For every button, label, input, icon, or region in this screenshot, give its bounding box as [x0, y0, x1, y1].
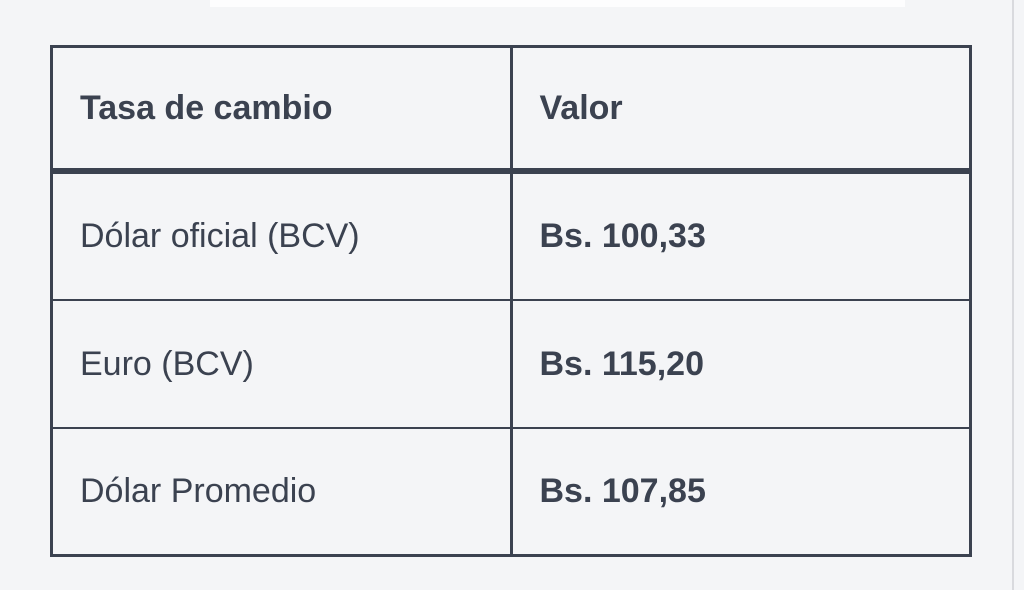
- rate-value-dolar-oficial: Bs. 100,33: [509, 169, 972, 302]
- table-row: Dólar oficial (BCV) Bs. 100,33: [50, 169, 972, 302]
- header-row: Tasa de cambio Valor: [50, 45, 972, 174]
- scrollbar-track[interactable]: [1012, 0, 1014, 590]
- rate-value-euro: Bs. 115,20: [509, 299, 972, 429]
- rate-label-euro: Euro (BCV): [50, 299, 513, 429]
- exchange-rate-table: Tasa de cambio Valor Dólar oficial (BCV)…: [50, 45, 972, 557]
- table-body: Dólar oficial (BCV) Bs. 100,33 Euro (BCV…: [50, 169, 972, 557]
- rate-label-dolar-promedio: Dólar Promedio: [50, 426, 513, 557]
- header-cell-rate-type: Tasa de cambio: [50, 45, 513, 174]
- table-row: Dólar Promedio Bs. 107,85: [50, 426, 972, 557]
- table-row: Euro (BCV) Bs. 115,20: [50, 299, 972, 429]
- rate-value-dolar-promedio: Bs. 107,85: [509, 426, 972, 557]
- table-header: Tasa de cambio Valor: [50, 45, 972, 174]
- rate-label-dolar-oficial: Dólar oficial (BCV): [50, 169, 513, 302]
- header-cell-value: Valor: [509, 45, 972, 174]
- top-white-strip: [210, 0, 905, 7]
